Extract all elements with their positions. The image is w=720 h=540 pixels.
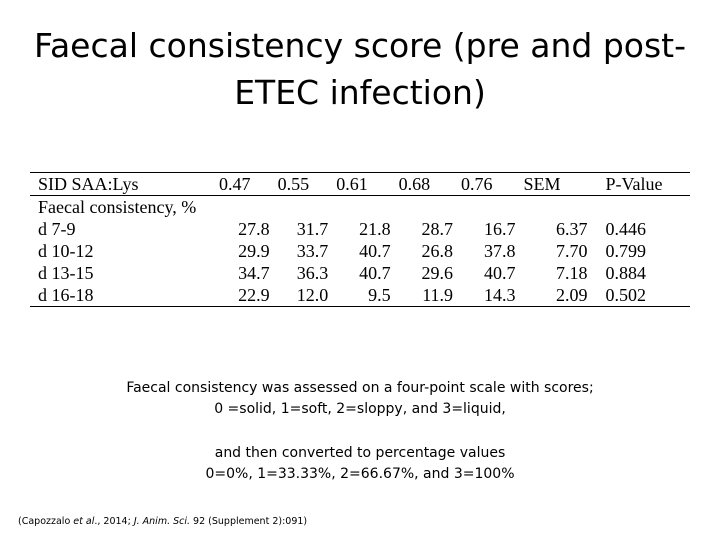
table-cell: 2.09 [519, 284, 592, 307]
table-cell: 0.446 [605, 219, 647, 239]
header-047: 0.47 [214, 172, 274, 196]
table-row: d 13-15 34.7 36.3 40.7 29.6 40.7 7.18 0.… [30, 262, 690, 284]
citation-middle: ., 2014; [94, 516, 134, 527]
table-cell: 7.18 [556, 263, 588, 283]
citation-et-al: et al [73, 516, 95, 527]
citation: (Capozzalo et al., 2014; J. Anim. Sci. 9… [18, 516, 307, 527]
citation-journal: J. Anim. Sci. [133, 516, 191, 527]
title-line-2: ETEC infection) [234, 73, 486, 112]
table-cell: 36.3 [296, 263, 329, 283]
table-cell: 11.9 [394, 284, 458, 307]
table-cell: 33.7 [296, 241, 329, 261]
row-label: d 13-15 [38, 263, 94, 283]
citation-prefix: (Capozzalo [18, 516, 74, 527]
table-header-row: SID SAA:Lys 0.47 0.55 0.61 0.68 0.76 SEM… [30, 172, 690, 196]
header-061: 0.61 [332, 172, 395, 196]
table-cell: 29.9 [238, 241, 270, 261]
table-cell: 40.7 [483, 263, 516, 283]
header-076: 0.76 [457, 172, 520, 196]
conversion-note-line-1: and then converted to percentage values [214, 445, 506, 461]
row-label: d 16-18 [30, 284, 215, 307]
table-cell: 0.884 [605, 263, 647, 283]
header-055: 0.55 [273, 172, 333, 196]
scale-note-line-1: Faecal consistency was assessed on a fou… [126, 380, 594, 396]
table-row: d 10-12 29.9 33.7 40.7 26.8 37.8 7.70 0.… [30, 240, 690, 262]
header-068: 0.68 [394, 172, 458, 196]
table-cell: 14.3 [457, 284, 520, 307]
header-sid-saa-lys: SID SAA:Lys [30, 172, 215, 196]
conversion-note: and then converted to percentage values … [0, 443, 720, 485]
table-cell: 28.7 [421, 219, 454, 239]
conversion-note-line-2: 0=0%, 1=33.33%, 2=66.67%, and 3=100% [205, 466, 515, 482]
table-cell: 31.7 [296, 219, 329, 239]
table-cell: 34.7 [238, 263, 270, 283]
table-row: d 7-9 27.8 31.7 21.8 28.7 16.7 6.37 0.44… [30, 218, 690, 240]
table-cell: 37.8 [483, 241, 516, 261]
row-label: d 10-12 [38, 241, 94, 261]
row-label: d 7-9 [38, 219, 76, 239]
header-p-value: P-Value [591, 172, 690, 196]
section-row: Faecal consistency, % [30, 196, 690, 219]
table-cell: 12.0 [273, 284, 333, 307]
table-cell: 0.799 [605, 241, 647, 261]
table-cell: 0.502 [591, 284, 690, 307]
section-label: Faecal consistency, % [38, 197, 197, 217]
citation-suffix: 92 (Supplement 2):091) [190, 516, 308, 527]
table-cell: 7.70 [556, 241, 588, 261]
faecal-consistency-table: SID SAA:Lys 0.47 0.55 0.61 0.68 0.76 SEM… [30, 172, 690, 307]
table-cell: 6.37 [556, 219, 588, 239]
scale-note: Faecal consistency was assessed on a fou… [0, 378, 720, 420]
table-cell: 9.5 [332, 284, 395, 307]
table-cell: 16.7 [483, 219, 516, 239]
header-sem: SEM [519, 172, 592, 196]
title-line-1: Faecal consistency score (pre and post- [34, 26, 686, 65]
scale-note-line-2: 0 =solid, 1=soft, 2=sloppy, and 3=liquid… [214, 401, 506, 417]
table-cell: 21.8 [359, 219, 391, 239]
slide-title: Faecal consistency score (pre and post- … [0, 22, 720, 116]
table-cell: 40.7 [359, 263, 391, 283]
table-cell: 27.8 [238, 219, 270, 239]
table-row: d 16-18 22.9 12.0 9.5 11.9 14.3 2.09 0.5… [30, 284, 690, 307]
table-cell: 29.6 [421, 263, 454, 283]
table-cell: 40.7 [359, 241, 391, 261]
table-cell: 22.9 [214, 284, 274, 307]
table-cell: 26.8 [421, 241, 454, 261]
